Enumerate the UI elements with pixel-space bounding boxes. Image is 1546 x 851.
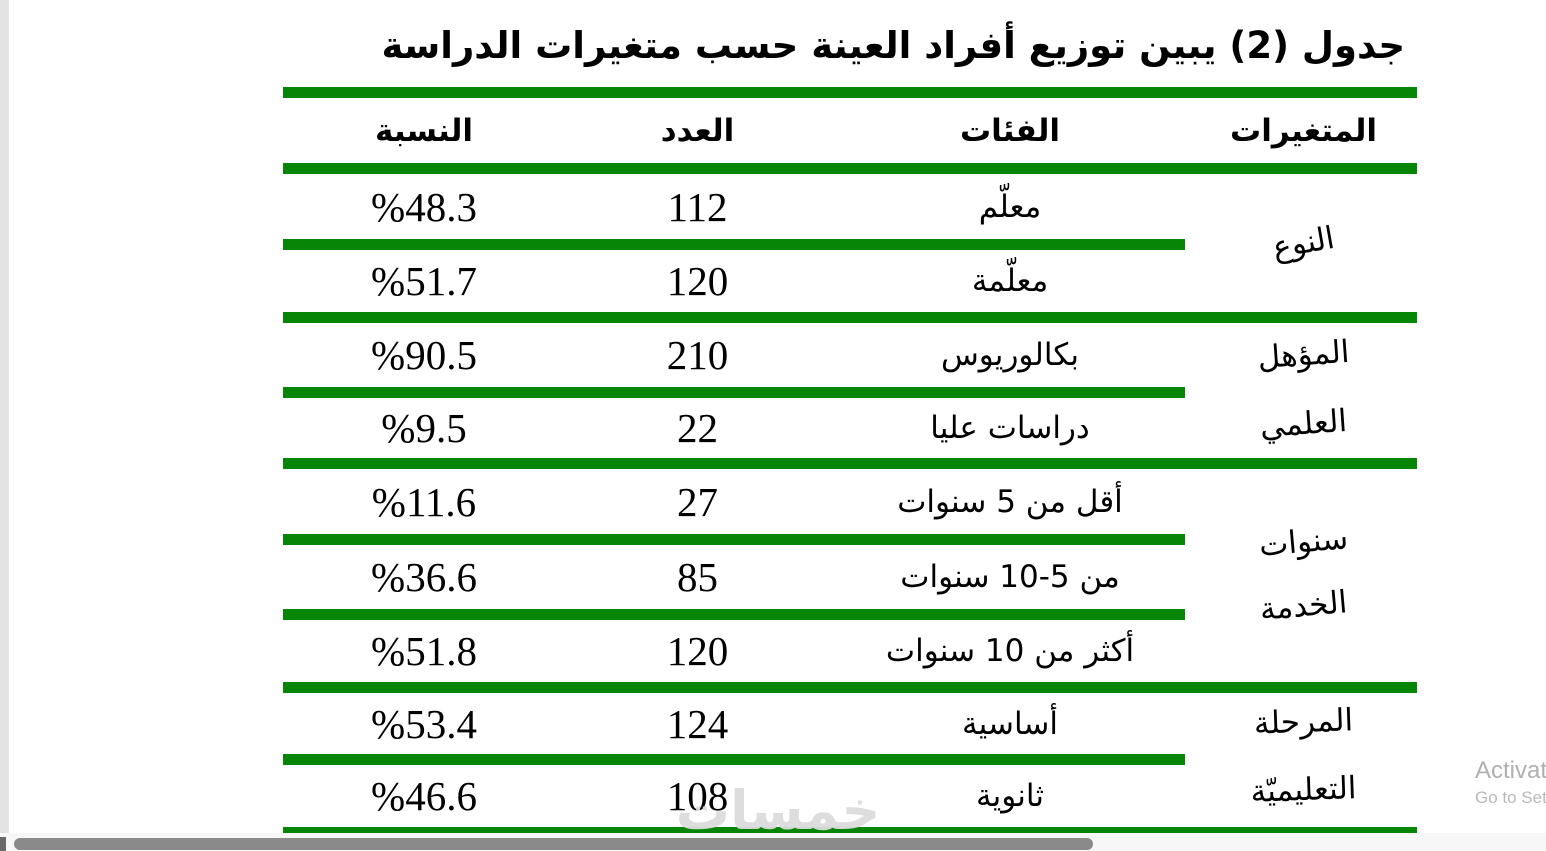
count-cell: 27 [677,478,718,525]
percent-cell: %51.7 [371,258,477,304]
horizontal-scrollbar-track[interactable] [0,833,1546,851]
count-cell: 85 [677,554,718,600]
percent-cell: %11.6 [371,478,477,525]
scrollbar-corner-button[interactable] [0,837,6,851]
variable-group-label: النوع [1269,219,1338,267]
percent-cell: %9.5 [381,405,467,451]
count-cell: 120 [666,628,729,674]
left-scrollbar-track[interactable] [0,0,9,833]
variable-group-label: المرحلة [1253,702,1354,742]
header-variables: المتغيرات [1230,112,1377,149]
count-cell: 124 [666,700,729,747]
percent-cell: %53.4 [371,700,477,747]
count-cell: 22 [677,405,718,451]
count-cell: 108 [666,773,729,819]
header-count: العدد [660,112,735,149]
table-rule-row [283,534,1185,545]
count-cell: 112 [667,183,728,230]
count-cell: 120 [666,258,729,304]
table-rule-top [283,87,1417,98]
table-rule-header-bottom [283,163,1417,174]
variable-group-label: التعليميّة [1249,770,1358,810]
variable-group-label: العلمي [1258,403,1349,445]
category-cell: معلّمة [971,263,1049,299]
category-cell: أساسية [962,705,1058,742]
count-cell: 210 [666,332,729,378]
table-rule-section-3 [283,682,1417,693]
header-categories: الفئات [959,112,1061,149]
category-cell: أقل من 5 سنوات [897,483,1123,520]
table-rule-bottom [283,827,1417,838]
category-cell: من 5-10 سنوات [900,559,1120,595]
table-title: جدول (2) يبين توزيع أفراد العينة حسب متغ… [381,24,1405,67]
category-cell: أكثر من 10 سنوات [885,633,1135,669]
table-rule-section-2 [283,458,1417,469]
activation-line2: Go to Settings to activate Windows. [1475,788,1546,807]
activation-line1: Activate Windows [1475,757,1546,784]
percent-cell: %36.6 [371,554,477,600]
table-rule-row [283,387,1185,398]
table-rule-row [283,754,1185,765]
category-cell: دراسات عليا [930,410,1090,446]
windows-activation-watermark: Activate Windows Go to Settings to activ… [1475,756,1546,810]
header-percent: النسبة [375,112,473,149]
category-cell: معلّم [978,188,1042,225]
category-cell: ثانوية [976,778,1044,814]
khamsat-watermark: خمسات [675,779,881,842]
horizontal-scrollbar-thumb[interactable] [14,838,1093,850]
table-rule-row [283,239,1185,250]
percent-cell: %51.8 [371,628,477,674]
percent-cell: %48.3 [371,183,477,230]
category-cell: بكالوريوس [940,337,1080,373]
percent-cell: %46.6 [371,773,477,819]
table-rule-row [283,609,1185,620]
variable-group-label: المؤهل [1256,333,1351,377]
percent-cell: %90.5 [371,332,477,378]
table-rule-section-1 [283,312,1417,323]
